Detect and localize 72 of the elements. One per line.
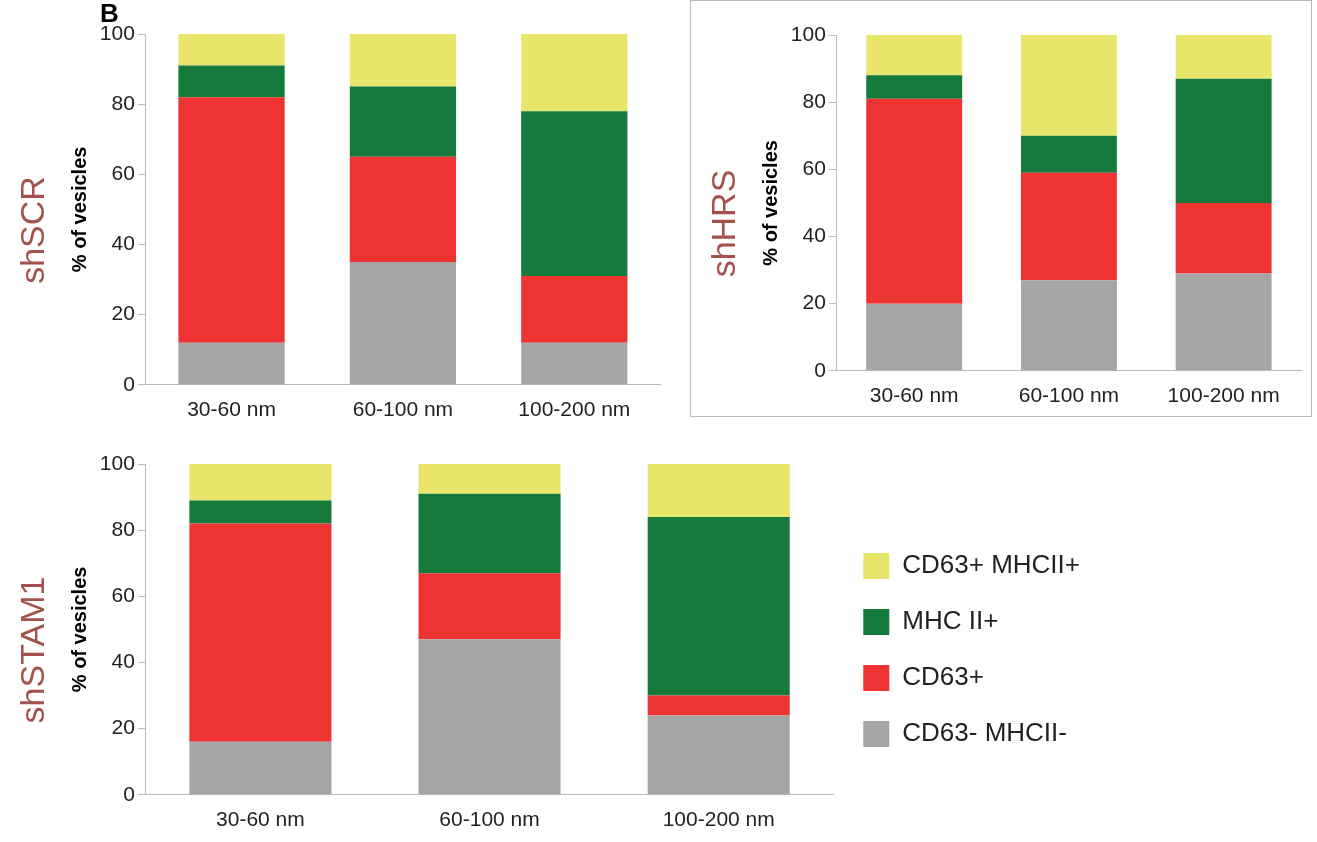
- bar: [418, 493, 561, 574]
- bar: [521, 111, 628, 277]
- y-tick-label: 80: [802, 88, 826, 112]
- x-tick-label: 60-100 nm: [439, 807, 540, 831]
- y-tick-label: 40: [111, 649, 135, 673]
- bar: [521, 34, 628, 112]
- bar: [349, 156, 457, 263]
- y-tick-label: 80: [111, 516, 135, 540]
- y-tick-label: 100: [790, 21, 826, 45]
- bar: [349, 86, 457, 157]
- y-tick-label: 0: [123, 371, 135, 395]
- bar: [189, 523, 332, 742]
- x-tick-label: 30-60 nm: [187, 397, 276, 421]
- bar: [189, 741, 332, 795]
- bar: [418, 639, 561, 795]
- bar: [647, 715, 790, 795]
- x-tick-label: 60-100 nm: [1018, 383, 1120, 407]
- bar: [418, 573, 561, 640]
- y-axis-title: % of vesicles: [68, 146, 91, 273]
- bar: [1175, 35, 1272, 79]
- y-tick-label: 20: [111, 715, 135, 739]
- y-tick-label: 100: [99, 450, 135, 474]
- y-tick-label: 60: [802, 156, 826, 180]
- legend-label: CD63- MHCII-: [902, 717, 1067, 748]
- bar: [1020, 280, 1117, 371]
- bar: [418, 464, 561, 494]
- text: shSTAM1: [12, 576, 51, 724]
- bar: [1020, 172, 1117, 281]
- legend-label: CD63+: [902, 661, 984, 692]
- bar: [521, 276, 628, 343]
- y-tick-label: 40: [802, 223, 826, 247]
- x-tick-label: 30-60 nm: [869, 383, 959, 407]
- text: shSCR: [12, 176, 51, 284]
- y-tick-label: 40: [111, 231, 135, 255]
- bar: [189, 464, 332, 501]
- x-tick-label: 100-200 nm: [662, 807, 775, 831]
- bar: [866, 98, 963, 304]
- y-axis-title: % of vesicles: [68, 566, 91, 693]
- bar: [1020, 135, 1117, 173]
- y-tick-label: 60: [111, 583, 135, 607]
- y-tick-label: 0: [814, 357, 826, 381]
- bar: [349, 262, 457, 385]
- bar: [189, 500, 332, 524]
- bar: [521, 342, 628, 385]
- x-tick-label: 60-100 nm: [352, 397, 454, 421]
- y-tick-label: 20: [802, 290, 826, 314]
- bar: [1020, 35, 1117, 136]
- bar: [647, 516, 790, 696]
- text: shHRS: [703, 169, 742, 278]
- bar: [647, 464, 790, 517]
- bar: [349, 34, 457, 87]
- bar: [178, 34, 285, 66]
- legend-label: MHC II+: [902, 605, 999, 636]
- bar: [647, 695, 790, 716]
- y-axis-title: % of vesicles: [759, 140, 782, 266]
- bar: [866, 35, 963, 76]
- y-tick-label: 60: [111, 161, 135, 185]
- y-tick-label: 20: [111, 301, 135, 325]
- x-tick-label: 100-200 nm: [518, 397, 631, 421]
- x-tick-label: 100-200 nm: [1167, 383, 1280, 407]
- legend-label: CD63+ MHCII+: [902, 549, 1081, 580]
- bar: [178, 97, 285, 343]
- bar: [178, 65, 285, 98]
- bar: [1175, 202, 1272, 274]
- bar: [178, 342, 285, 385]
- y-tick-label: 80: [111, 90, 135, 114]
- bar: [866, 303, 963, 371]
- bar: [1175, 78, 1272, 203]
- bar: [1175, 273, 1272, 371]
- y-tick-label: 0: [123, 781, 135, 805]
- bar: [866, 75, 963, 99]
- x-tick-label: 30-60 nm: [216, 807, 305, 831]
